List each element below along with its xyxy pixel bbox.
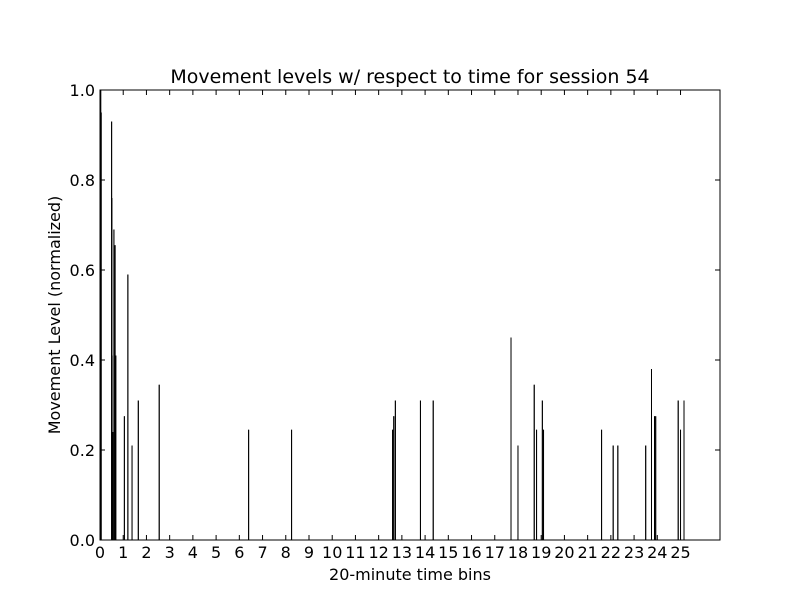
y-axis-title: Movement Level (normalized) bbox=[45, 196, 64, 435]
x-tick-label: 13 bbox=[392, 543, 412, 562]
x-tick-label: 16 bbox=[461, 543, 481, 562]
x-axis: 0 1 2 3 4 5 6 7 8 9 10 11 12 13 14 15 16 17 18 19 20 21 22 23 24… bbox=[95, 90, 691, 562]
y-tick-label: 0.4 bbox=[70, 351, 95, 370]
x-tick-label: 22 bbox=[601, 543, 621, 562]
x-tick-label: 5 bbox=[211, 543, 221, 562]
x-tick-label: 1 bbox=[118, 543, 128, 562]
y-axis: 0.0 0.2 0.4 0.6 0.8 1.0 bbox=[70, 81, 720, 550]
data-layer bbox=[100, 90, 693, 541]
x-tick-label: 18 bbox=[508, 543, 528, 562]
x-tick-label: 7 bbox=[257, 543, 267, 562]
x-tick-label: 24 bbox=[647, 543, 667, 562]
x-tick-label: 23 bbox=[624, 543, 644, 562]
x-tick-label: 17 bbox=[485, 543, 505, 562]
x-tick-label: 11 bbox=[345, 543, 365, 562]
x-tick-label: 10 bbox=[322, 543, 342, 562]
x-tick-label: 19 bbox=[531, 543, 551, 562]
x-tick-label: 14 bbox=[415, 543, 435, 562]
x-tick-label: 25 bbox=[670, 543, 690, 562]
x-tick-label: 8 bbox=[281, 543, 291, 562]
plot-frame bbox=[99, 89, 721, 541]
x-tick-label: 20 bbox=[554, 543, 574, 562]
x-tick-label: 12 bbox=[368, 543, 388, 562]
y-tick-label: 1.0 bbox=[70, 81, 95, 100]
y-tick-label: 0.8 bbox=[70, 171, 95, 190]
y-tick-label: 0.0 bbox=[70, 531, 95, 550]
x-tick-label: 3 bbox=[165, 543, 175, 562]
x-tick-label: 6 bbox=[234, 543, 244, 562]
series-line bbox=[100, 90, 693, 541]
x-tick-label: 9 bbox=[304, 543, 314, 562]
x-tick-label: 2 bbox=[141, 543, 151, 562]
y-tick-label: 0.6 bbox=[70, 261, 95, 280]
x-axis-title: 20-minute time bins bbox=[329, 565, 491, 584]
chart-title: Movement levels w/ respect to time for s… bbox=[170, 66, 649, 88]
x-tick-label: 15 bbox=[438, 543, 458, 562]
x-tick-label: 0 bbox=[95, 543, 105, 562]
x-tick-label: 21 bbox=[577, 543, 597, 562]
x-tick-label: 4 bbox=[188, 543, 198, 562]
y-tick-label: 0.2 bbox=[70, 441, 95, 460]
